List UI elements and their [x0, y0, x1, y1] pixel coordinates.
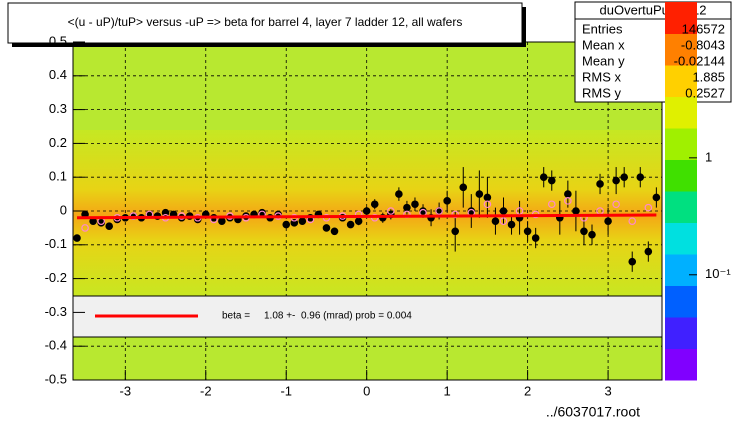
y-tick-label: 0.3 — [49, 101, 67, 116]
point — [73, 234, 81, 242]
point — [411, 200, 419, 209]
color-bar-cell — [665, 317, 697, 349]
point — [395, 190, 403, 198]
stats-value: -0.8043 — [681, 37, 725, 52]
point — [483, 193, 492, 202]
stats-label: RMS y — [582, 85, 622, 100]
point — [403, 203, 411, 212]
point — [572, 207, 580, 215]
y-tick-label: 0 — [60, 202, 67, 217]
color-bar-cell — [665, 222, 697, 255]
color-bar-cell — [665, 285, 697, 318]
fit-line — [77, 213, 657, 220]
point — [451, 210, 460, 219]
point — [282, 220, 291, 229]
stats-value: 1.885 — [692, 69, 725, 84]
legend-label: beta = 1.08 +- 0.96 (mrad) prob = 0.004 — [222, 311, 412, 322]
point — [435, 207, 443, 215]
point — [644, 247, 653, 256]
point — [612, 176, 620, 185]
color-bar-cell — [665, 348, 697, 381]
x-tick-label: 3 — [604, 383, 611, 398]
footer: ../6037017.root — [546, 404, 640, 420]
point — [322, 224, 331, 232]
point — [443, 197, 451, 205]
point — [628, 257, 637, 266]
point — [499, 207, 508, 215]
color-bar-cell — [665, 33, 697, 66]
y-tick-label: -0.4 — [45, 338, 67, 353]
stats-value: 0.2527 — [685, 85, 725, 100]
point — [628, 217, 637, 225]
color-bar-cell — [665, 191, 697, 223]
point — [588, 230, 596, 239]
point — [644, 203, 653, 212]
point — [362, 207, 371, 215]
x-tick-label: -2 — [200, 383, 212, 398]
title-box — [7, 2, 523, 44]
point — [564, 197, 572, 205]
point — [604, 217, 612, 225]
point — [491, 217, 500, 225]
point — [636, 173, 645, 182]
point — [620, 173, 628, 182]
color-bar-cell — [665, 2, 697, 34]
point — [483, 200, 492, 209]
point — [507, 220, 516, 229]
point — [547, 200, 556, 209]
point — [105, 222, 114, 231]
stats-label: Mean x — [582, 37, 625, 52]
point — [459, 183, 468, 192]
z-tick-label: 1 — [705, 149, 712, 164]
y-tick-label: 0.1 — [49, 169, 67, 184]
point — [580, 227, 588, 236]
point — [298, 217, 307, 225]
color-bar-cell — [665, 128, 697, 160]
point — [346, 220, 355, 229]
z-tick-label: 10⁻¹ — [705, 266, 731, 281]
point — [539, 173, 548, 182]
color-bar-cell — [665, 159, 697, 192]
point — [218, 217, 226, 225]
point — [564, 190, 572, 198]
color-bar-cell — [665, 65, 697, 97]
point — [596, 180, 604, 188]
y-tick-label: -0.1 — [45, 236, 67, 251]
y-tick-label: 0.4 — [49, 67, 67, 82]
x-tick-label: -1 — [280, 383, 292, 398]
x-tick-label: -3 — [120, 383, 132, 398]
x-tick-label: 2 — [524, 383, 531, 398]
point — [81, 224, 89, 232]
stats-value: -0.02144 — [674, 53, 725, 68]
x-tick-label: 1 — [444, 383, 451, 398]
y-tick-label: -0.5 — [45, 371, 67, 386]
point — [354, 217, 363, 225]
y-tick-label: 0.5 — [49, 33, 67, 48]
point — [475, 190, 484, 198]
point — [531, 234, 540, 242]
y-tick-label: -0.3 — [45, 304, 67, 319]
chart-title: <(u - uP)/tuP> versus -uP => beta for ba… — [68, 15, 463, 29]
stats-label: Entries — [582, 21, 623, 36]
y-tick-label: -0.2 — [45, 270, 67, 285]
point — [370, 200, 379, 209]
point — [290, 219, 299, 227]
color-bar-cell — [665, 254, 697, 286]
point — [387, 207, 395, 215]
y-tick-label: 0.2 — [49, 135, 67, 150]
color-bar-cell — [665, 96, 697, 129]
stats-label: RMS x — [582, 69, 622, 84]
point — [451, 227, 460, 236]
point — [330, 227, 339, 236]
point — [612, 200, 620, 209]
point — [652, 193, 661, 202]
point — [523, 227, 532, 236]
point — [499, 217, 508, 225]
x-tick-label: 0 — [363, 383, 370, 398]
point — [547, 176, 556, 185]
stats-label: Mean y — [582, 53, 625, 68]
stats-value: 146572 — [682, 21, 725, 36]
